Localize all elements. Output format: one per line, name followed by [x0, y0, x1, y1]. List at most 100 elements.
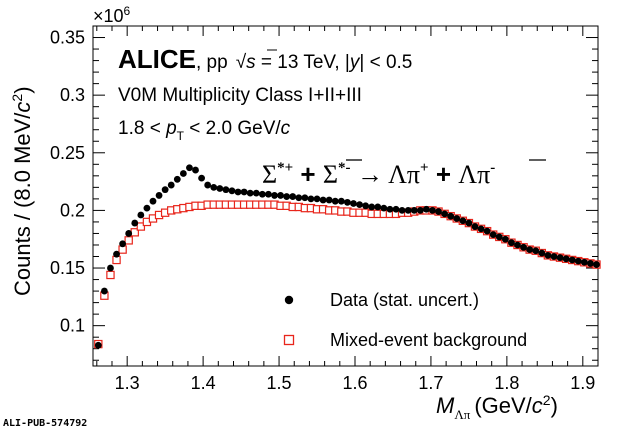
data-point [198, 174, 205, 182]
data-point [538, 249, 546, 257]
data-point [113, 250, 120, 258]
data-point [501, 235, 509, 243]
data-point [271, 192, 278, 199]
series-mixed-event-background [94, 200, 601, 349]
data-point [520, 243, 527, 251]
x-axis-label: MΛπ (GeV/c2) [436, 392, 558, 422]
background-point [124, 236, 133, 245]
data-point [447, 212, 455, 220]
data-point [374, 203, 382, 211]
y-multiplier: ×106 [93, 4, 131, 26]
data-point [149, 197, 157, 205]
data-point [495, 233, 503, 241]
legend: Data (stat. uncert.) Mixed-event backgro… [283, 290, 527, 350]
data-point [532, 247, 540, 255]
annotation-experiment-line: ALICE, pp √s = 13 TeV, |y| < 0.5 [118, 44, 412, 74]
data-point [331, 197, 339, 205]
data-point [100, 287, 108, 295]
data-point [343, 198, 351, 206]
data-point [228, 187, 236, 195]
data-point [368, 203, 376, 211]
y-tick-label: 0.15 [50, 258, 85, 278]
data-point [362, 202, 370, 210]
data-point [325, 196, 333, 204]
x-tick-label: 1.4 [191, 373, 216, 393]
data-point [125, 230, 133, 237]
data-point [222, 186, 230, 194]
legend-marker-data [284, 295, 294, 305]
data-point [258, 190, 266, 198]
y-tick-label: 0.25 [50, 143, 85, 163]
data-point [562, 255, 570, 263]
x-tick-label: 1.9 [570, 373, 595, 393]
data-point [465, 219, 473, 227]
data-point [544, 251, 552, 259]
data-point [526, 246, 534, 253]
legend-label-data: Data (stat. uncert.) [330, 290, 479, 310]
data-point [556, 254, 564, 262]
data-point [574, 257, 582, 265]
data-point [416, 207, 424, 214]
background-point [106, 270, 115, 280]
data-point [173, 175, 181, 183]
data-point [508, 239, 515, 247]
legend-marker-background [283, 334, 295, 346]
data-point [587, 260, 594, 267]
data-point [179, 170, 187, 177]
x-tick-label: 1.5 [267, 373, 292, 393]
data-point [301, 194, 309, 202]
data-point [192, 166, 199, 174]
data-point [131, 219, 139, 227]
data-point [422, 205, 430, 213]
x-tick-label: 1.8 [494, 373, 519, 393]
x-tick-label: 1.7 [418, 373, 443, 393]
data-point [265, 190, 272, 198]
data-point [429, 207, 436, 214]
data-point [161, 186, 169, 194]
background-point [136, 222, 146, 231]
data-point [277, 192, 284, 199]
data-point [477, 225, 485, 233]
y-tick-label: 0.3 [60, 85, 85, 105]
data-point [435, 208, 442, 215]
data-point [289, 193, 297, 200]
data-point [483, 227, 491, 235]
data-point [580, 258, 588, 266]
y-tick-label: 0.35 [50, 28, 85, 48]
data-point [410, 207, 418, 214]
axis-ticks [93, 26, 598, 366]
data-point [204, 181, 212, 189]
data-point [386, 205, 394, 213]
data-point [119, 240, 127, 248]
data-point [593, 261, 600, 268]
data-point [167, 181, 175, 189]
data-point [186, 164, 193, 172]
data-point [234, 188, 242, 196]
data-point [210, 183, 218, 191]
data-point [514, 241, 521, 249]
data-point [283, 193, 291, 200]
data-point [453, 215, 461, 222]
x-tick-label: 1.3 [115, 373, 140, 393]
data-point [137, 211, 145, 219]
data-point [550, 253, 558, 260]
data-point [392, 205, 400, 213]
data-point [471, 223, 479, 230]
data-point [216, 185, 224, 192]
x-tick-label: 1.6 [342, 373, 367, 393]
y-tick-label: 0.1 [60, 316, 85, 336]
data-point [107, 264, 114, 272]
data-point [398, 207, 406, 214]
y-axis-label: Counts / (8.0 MeV/c2) [9, 86, 35, 296]
data-point [143, 204, 151, 212]
annotation-pt-range: 1.8 < pT < 2.0 GeV/c [118, 118, 291, 143]
data-point [319, 196, 327, 204]
axis-tick-labels: 1.3 1.4 1.5 1.6 1.7 1.8 1.9 0.1 0.15 0.2 0.25 0.3 0.… [50, 28, 595, 393]
data-point [307, 195, 315, 203]
data-point [94, 341, 102, 349]
data-point [350, 200, 357, 207]
data-point [568, 256, 576, 264]
annotation-multiplicity: V0M Multiplicity Class I+II+III [118, 85, 362, 106]
data-point [337, 197, 345, 205]
